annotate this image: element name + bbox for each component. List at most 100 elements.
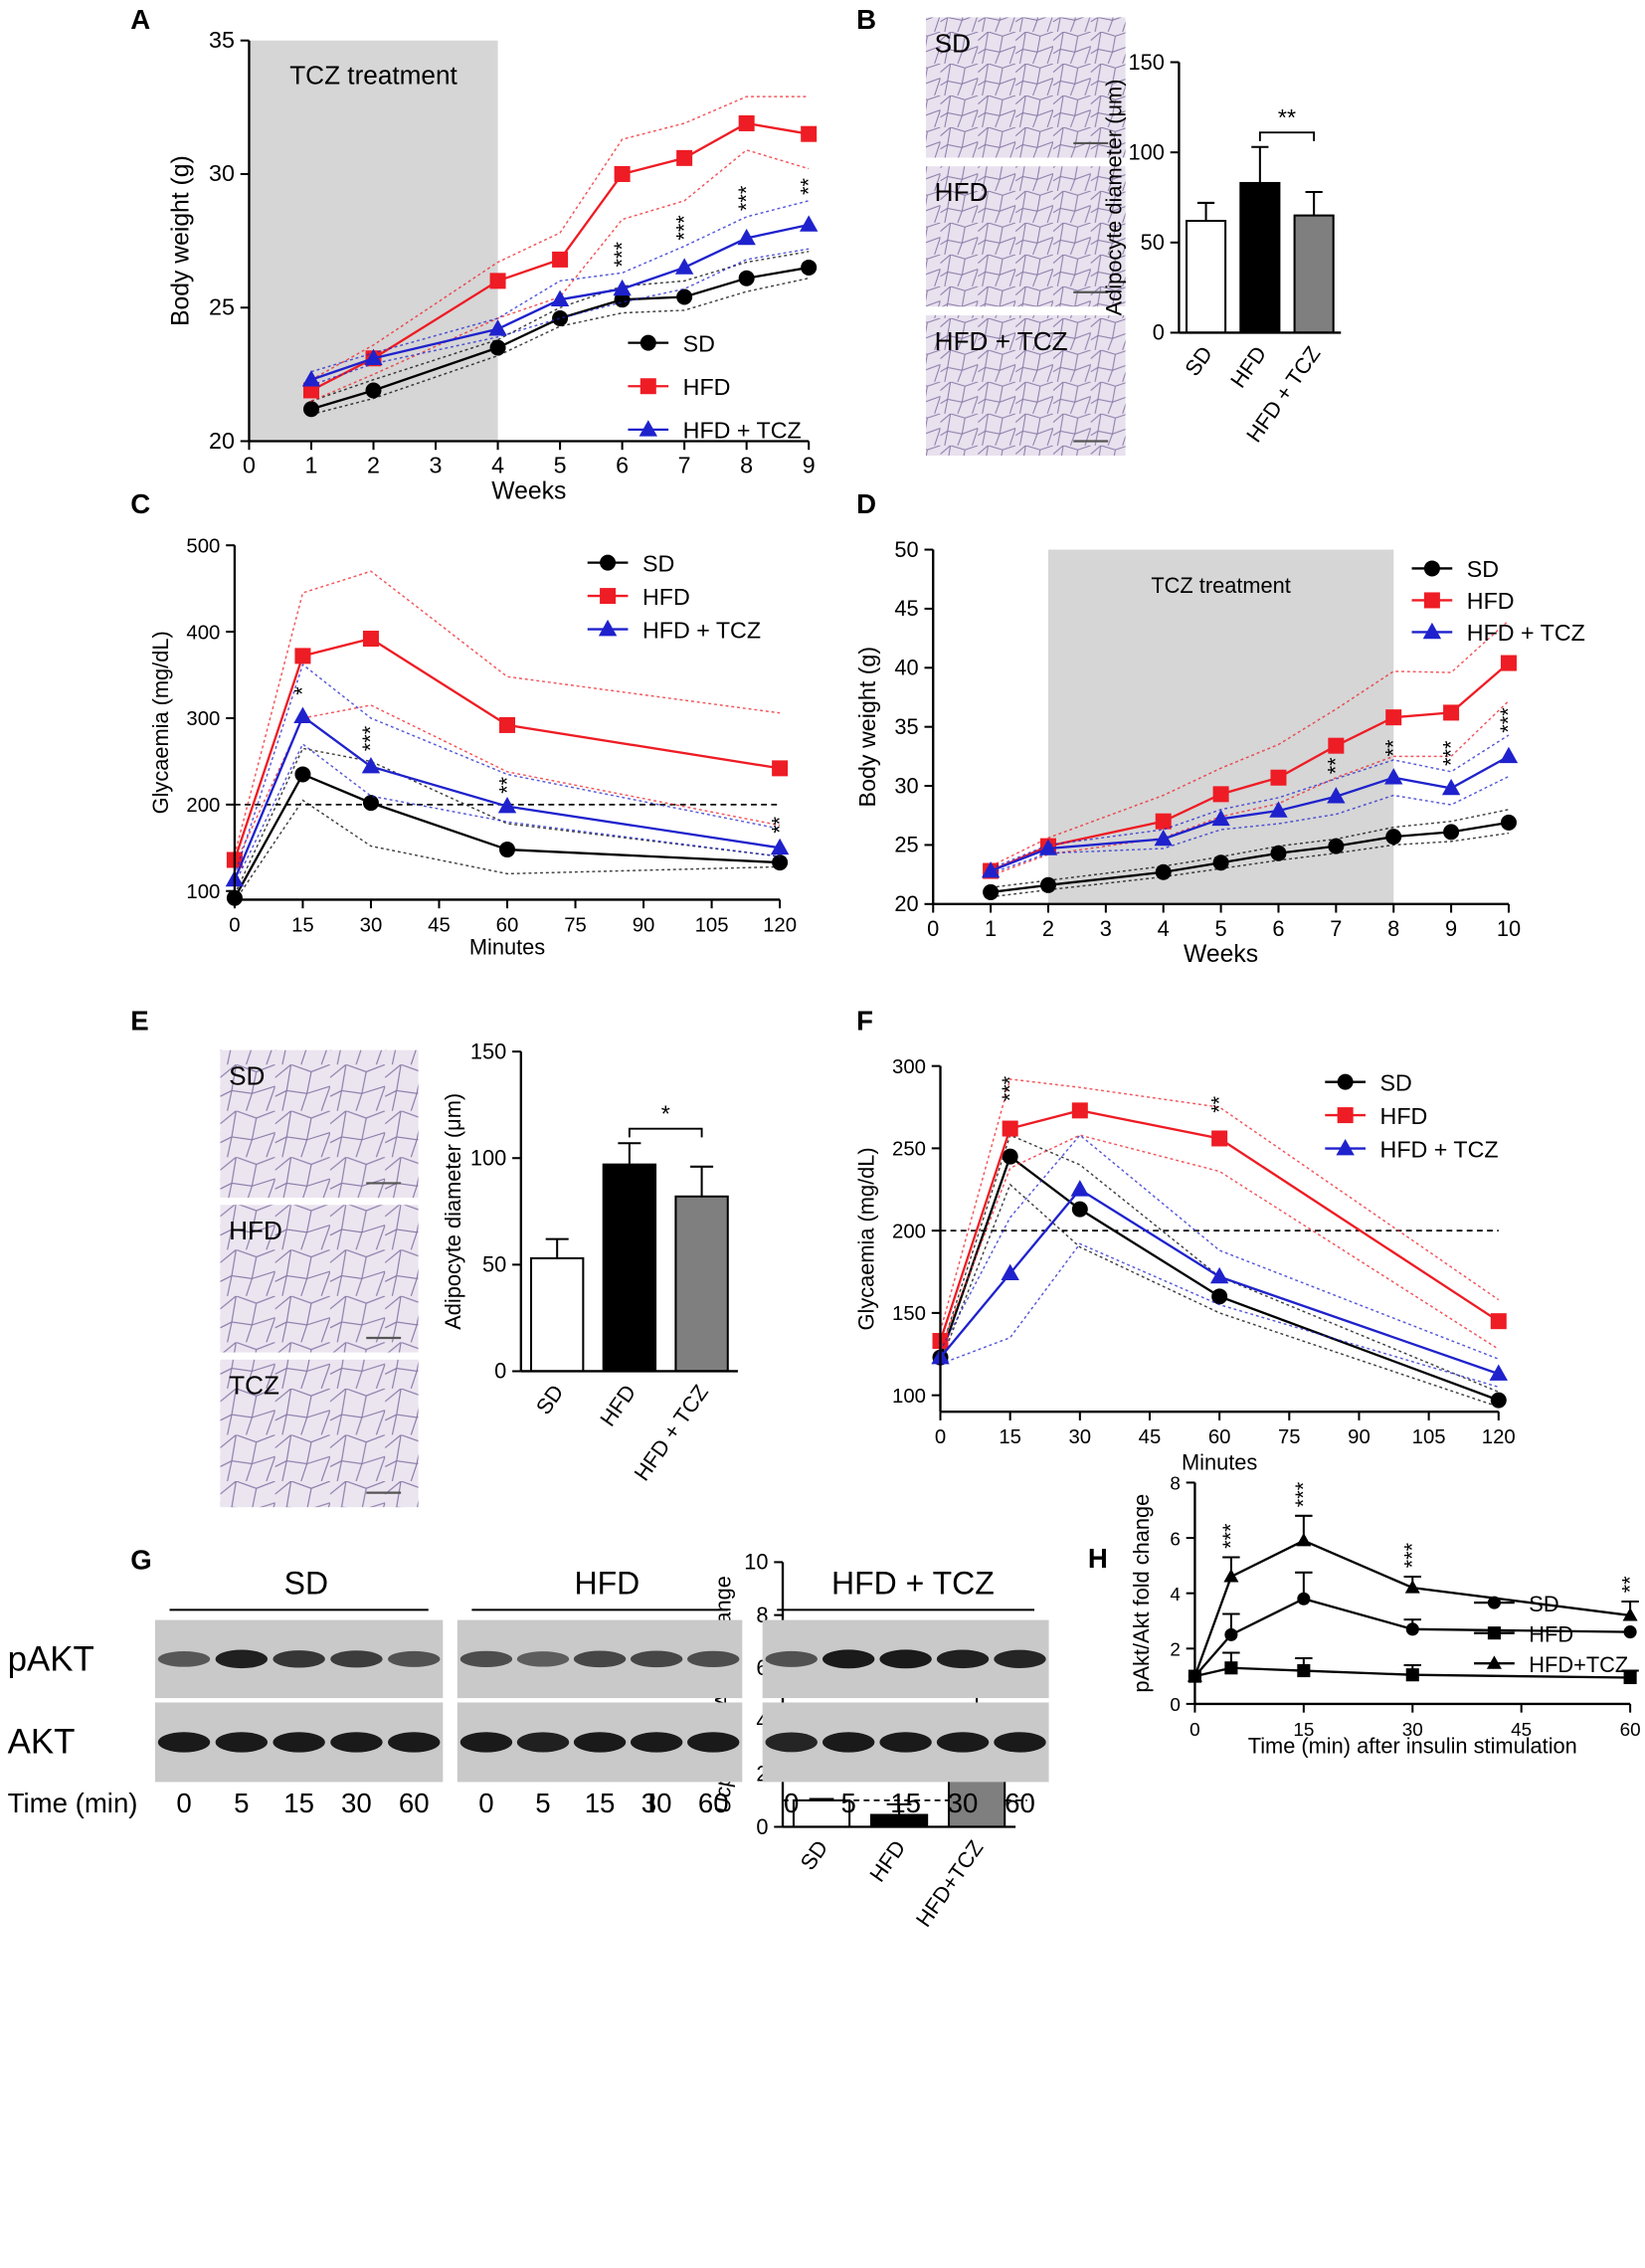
data-point (499, 717, 515, 733)
bar (675, 1197, 727, 1372)
blot-band (631, 1732, 682, 1752)
category-label: HFD (864, 1835, 910, 1886)
legend-marker (1488, 1626, 1501, 1639)
data-point (1213, 786, 1229, 802)
data-point (801, 126, 817, 142)
blot-row-label-pakt: pAKT (8, 1639, 94, 1678)
legend-label: HFD (642, 584, 690, 610)
data-point (1500, 747, 1518, 763)
legend-marker (1336, 1139, 1354, 1155)
significance-marker: ** (1324, 757, 1349, 774)
significance-marker: *** (1218, 1523, 1243, 1549)
significance-marker: ** (796, 178, 821, 195)
x-tick-label: 75 (564, 914, 587, 936)
significance-marker: ** (1206, 1095, 1231, 1112)
data-point (1328, 839, 1344, 854)
legend-label: HFD (1380, 1103, 1428, 1129)
significance-marker: *** (1291, 1481, 1316, 1507)
time-point-label: 0 (176, 1788, 191, 1818)
data-point (1072, 1102, 1088, 1118)
significance-marker: *** (671, 215, 696, 241)
blot-band (574, 1651, 626, 1668)
y-tick-label: 300 (892, 1056, 926, 1078)
y-tick-label: 35 (209, 27, 235, 53)
time-point-label: 5 (234, 1788, 249, 1818)
blot-band (879, 1649, 931, 1668)
time-point-label: 15 (890, 1788, 921, 1818)
x-tick-label: 5 (1215, 916, 1227, 941)
data-point (303, 401, 319, 417)
panel-label: B (856, 4, 876, 35)
legend-label: HFD + TCZ (1467, 620, 1585, 646)
micrograph-label: SD (229, 1061, 265, 1091)
blot-row-label-akt: AKT (8, 1722, 76, 1761)
y-tick-label: 0 (1170, 1695, 1181, 1716)
x-tick-label: 105 (1412, 1426, 1446, 1448)
legend-label: SD (1529, 1592, 1558, 1616)
x-tick-label: 6 (616, 452, 629, 477)
y-axis-label-text: Adipocyte diameter (μm) (1101, 80, 1126, 316)
legend-label: SD (683, 330, 715, 356)
y-tick-label: 4 (1170, 1585, 1181, 1606)
y-tick-label: 200 (892, 1221, 926, 1242)
x-tick-label: 90 (1348, 1426, 1371, 1448)
data-point (1156, 814, 1172, 830)
blot-band (388, 1651, 440, 1667)
category-label: SD (1180, 341, 1217, 380)
significance-marker: ** (767, 816, 792, 833)
time-point-label: 15 (283, 1788, 314, 1818)
x-tick-label: 90 (633, 914, 655, 936)
x-tick-label: 0 (243, 452, 256, 477)
blot-band (574, 1732, 626, 1752)
data-point (1501, 815, 1517, 831)
data-point (363, 631, 379, 647)
blot-band (388, 1732, 440, 1752)
legend-marker (1424, 592, 1440, 608)
significance-marker: ** (1380, 739, 1405, 756)
y-tick-label: 50 (894, 537, 918, 562)
data-point (739, 115, 755, 131)
legend-label: HFD (1529, 1621, 1573, 1646)
category-label: HFD (1225, 341, 1271, 392)
bar (604, 1165, 655, 1372)
blot-band (330, 1650, 382, 1667)
micrograph-label: HFD (935, 177, 989, 207)
data-point (1071, 1180, 1089, 1196)
x-tick-label: 7 (1330, 916, 1342, 941)
x-tick-label: 60 (1620, 1720, 1641, 1741)
panel-label: A (130, 4, 150, 35)
data-point (676, 288, 692, 304)
data-point (1406, 1668, 1419, 1681)
x-tick-label: 6 (1272, 916, 1284, 941)
data-point (362, 757, 380, 773)
data-point (490, 273, 506, 288)
data-point (1406, 1622, 1419, 1635)
blot-band (879, 1732, 931, 1752)
significance-marker: *** (1438, 740, 1463, 766)
x-tick-label: 5 (554, 452, 567, 477)
y-axis-label-text: Adipocyte diameter (μm) (441, 1093, 465, 1330)
data-point (1443, 824, 1459, 840)
significance-marker: ** (1278, 104, 1296, 130)
blot-band (994, 1650, 1045, 1668)
panel-label: G (130, 1545, 151, 1576)
category-label: SD (796, 1835, 833, 1874)
x-tick-label: 60 (496, 914, 519, 936)
x-tick-label: 9 (1445, 916, 1457, 941)
y-tick-label: 200 (186, 795, 220, 817)
x-tick-label: 9 (803, 452, 816, 477)
significance-bracket (630, 1129, 702, 1138)
y-tick-label: 20 (894, 891, 918, 916)
data-point (1213, 854, 1229, 870)
blot-band (216, 1732, 268, 1752)
x-tick-label: 120 (1482, 1426, 1516, 1448)
y-tick-label: 100 (892, 1386, 926, 1408)
data-point (1156, 864, 1172, 880)
data-point (1224, 1628, 1237, 1641)
significance-marker: *** (1400, 1542, 1425, 1568)
data-point (615, 166, 631, 182)
significance-marker: *** (610, 242, 635, 268)
blot-group-label: SD (284, 1565, 328, 1601)
time-point-label: 60 (1005, 1788, 1035, 1818)
y-tick-label: 150 (1129, 50, 1165, 75)
